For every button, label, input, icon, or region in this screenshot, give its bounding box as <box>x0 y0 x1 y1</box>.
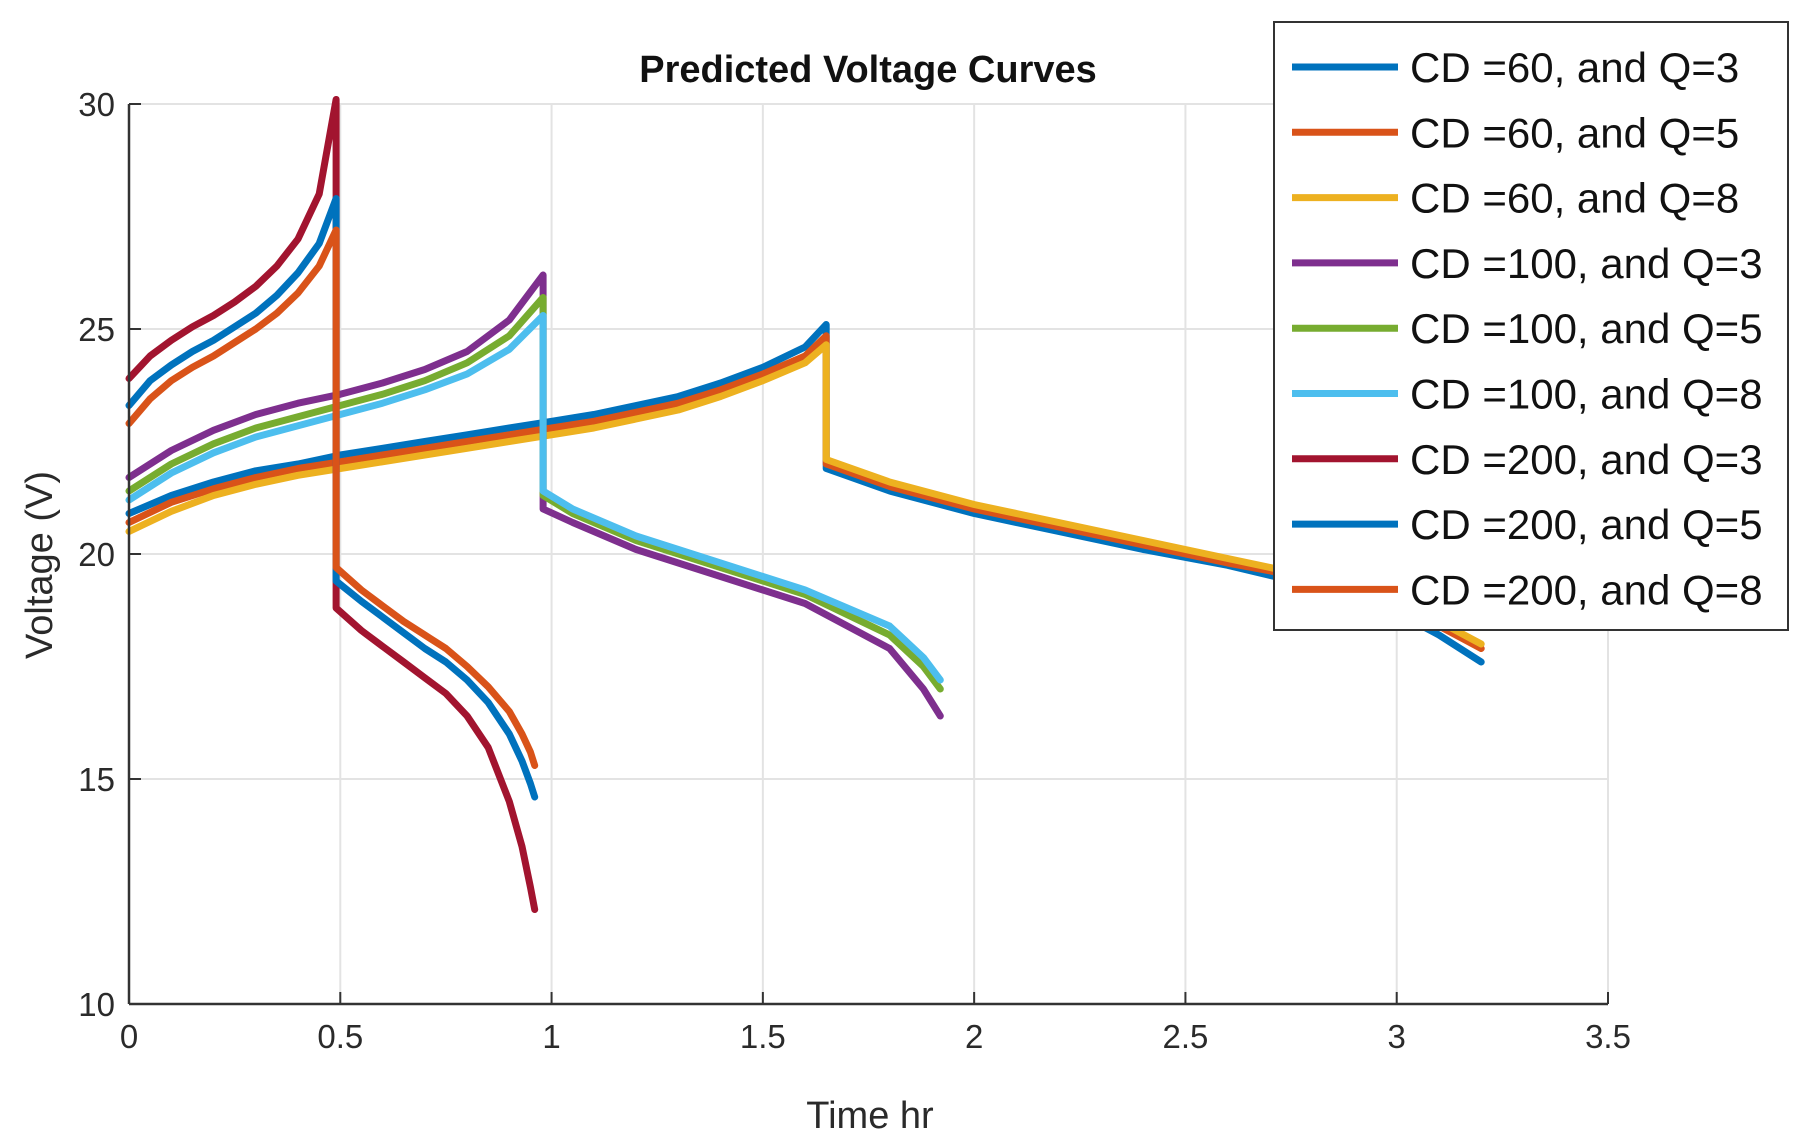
x-tick-labels: 0 0.5 1 1.5 2 2.5 3 3.5 <box>120 1018 1631 1055</box>
series-line-2 <box>125 332 1485 652</box>
y-tick-labels: 10 15 20 25 30 <box>78 86 115 1023</box>
x-tick-label: 3.5 <box>1585 1018 1631 1055</box>
chart-title: Predicted Voltage Curves <box>639 49 1097 91</box>
y-tick-label: 20 <box>78 536 115 573</box>
series-line-4 <box>125 271 944 720</box>
legend-label: CD =200, and Q=8 <box>1410 566 1763 613</box>
x-axis-title: Time hr <box>806 1095 934 1137</box>
x-tick-label: 2 <box>965 1018 983 1055</box>
legend-label: CD =60, and Q=5 <box>1410 109 1739 156</box>
series-line-5 <box>125 294 944 693</box>
series-line-3 <box>125 341 1485 648</box>
y-axis-title: Voltage (V) <box>19 471 61 659</box>
series-line-7 <box>125 96 539 913</box>
y-tick-label: 25 <box>78 311 115 348</box>
x-tick-label: 0 <box>120 1018 138 1055</box>
series-line-8 <box>125 195 539 801</box>
x-tick-label: 2.5 <box>1162 1018 1208 1055</box>
legend-label: CD =100, and Q=5 <box>1410 305 1763 352</box>
x-tick-label: 1 <box>542 1018 560 1055</box>
series-line-6 <box>125 312 944 684</box>
x-tick-label: 3 <box>1388 1018 1406 1055</box>
legend-label: CD =100, and Q=8 <box>1410 371 1763 418</box>
axes <box>127 103 1609 1006</box>
x-tick-label: 1.5 <box>740 1018 786 1055</box>
x-tick-label: 0.5 <box>317 1018 363 1055</box>
y-tick-label: 30 <box>78 86 115 123</box>
legend-label: CD =200, and Q=5 <box>1410 501 1763 548</box>
series-line-9 <box>125 226 539 769</box>
y-tick-label: 10 <box>78 986 115 1023</box>
legend: CD =60, and Q=3 CD =60, and Q=5 CD =60, an… <box>1273 21 1789 631</box>
legend-label: CD =60, and Q=8 <box>1410 175 1739 222</box>
legend-label: CD =60, and Q=3 <box>1410 44 1739 91</box>
y-tick-label: 15 <box>78 761 115 798</box>
legend-label: CD =200, and Q=3 <box>1410 436 1763 483</box>
legend-label: CD =100, and Q=3 <box>1410 240 1763 287</box>
series-lines <box>125 96 1485 913</box>
